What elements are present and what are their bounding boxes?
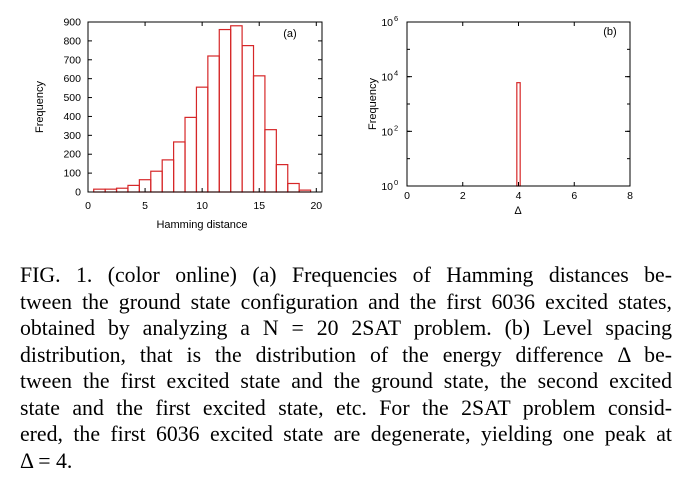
y-tick-label: 200 [63, 149, 81, 161]
y-tick-exponent: 6 [394, 14, 398, 23]
y-tick-label: 400 [63, 111, 81, 123]
caption-line: FIG. 1. (color online) (a) Frequencies o… [20, 263, 672, 287]
histogram-bar [218, 28, 232, 193]
caption-line: distribution, that is the distribution o… [20, 342, 672, 367]
caption-line: state and the first excited state, etc. … [20, 395, 672, 420]
histogram-bar [150, 170, 163, 193]
x-tick-label: 6 [571, 190, 577, 202]
y-tick-label: 700 [63, 54, 81, 66]
spacing-bar [516, 82, 521, 187]
caption-line: Δ = 4. [20, 448, 73, 473]
histogram-bar [207, 55, 220, 193]
y-tick-label: 300 [63, 130, 81, 142]
x-axis-label: Δ [514, 205, 522, 217]
y-tick-label: 500 [63, 92, 81, 104]
plot-frame [406, 21, 631, 187]
x-tick-label: 4 [516, 190, 522, 202]
caption-line: tween the ground state configuration and… [20, 289, 672, 314]
caption-line: ered, the first 6036 excited state are d… [20, 422, 672, 446]
y-tick-label: 10 [381, 181, 393, 193]
y-tick-label: 900 [63, 17, 81, 29]
y-axis-label: Frequency [34, 81, 46, 133]
y-tick-label: 10 [381, 126, 393, 138]
histogram-bar [230, 25, 243, 193]
plot-frame [87, 21, 323, 193]
x-axis-label: Hamming distance [156, 219, 247, 231]
y-tick-label: 800 [63, 35, 81, 47]
y-tick-exponent: 2 [394, 123, 398, 132]
y-tick-label: 0 [75, 187, 81, 199]
histogram-bar [195, 86, 209, 193]
x-tick-label: 0 [404, 190, 410, 202]
histogram-bar [287, 182, 300, 193]
y-tick-label: 100 [63, 168, 81, 180]
caption-line: obtained by analyzing a N = 20 2SAT prob… [20, 316, 672, 340]
histogram-bar [127, 184, 140, 193]
histogram-bar [173, 141, 186, 193]
y-tick-exponent: 0 [394, 178, 398, 187]
histogram-bar [184, 116, 198, 193]
x-tick-label: 8 [627, 190, 633, 202]
y-tick-label: 10 [381, 72, 393, 84]
x-tick-label: 15 [253, 200, 265, 212]
histogram-bar [275, 164, 289, 193]
histogram-bar [252, 75, 266, 193]
histogram-bar [264, 129, 277, 193]
x-tick-label: 5 [142, 200, 148, 212]
histogram-bar [115, 187, 129, 193]
panel-label: (a) [283, 28, 296, 40]
histogram-bar [241, 45, 255, 193]
x-tick-label: 20 [310, 200, 322, 212]
y-axis-label: Frequency [367, 78, 379, 130]
x-tick-label: 2 [460, 190, 466, 202]
histogram-bar [161, 159, 175, 193]
y-tick-label: 600 [63, 73, 81, 85]
figure-caption: FIG. 1. (color online) (a) Frequencies o… [20, 262, 672, 474]
x-tick-label: 0 [85, 200, 91, 212]
y-tick-exponent: 4 [394, 69, 398, 78]
caption-line: tween the first excited state and the gr… [20, 369, 672, 393]
y-tick-label: 10 [381, 17, 393, 29]
panel-a-histogram: 0 100 200 300 400 500 600 700 800 900 0 5 10 15 20 Hamm… [34, 17, 323, 231]
x-tick-label: 10 [196, 200, 208, 212]
panel-label: (b) [603, 26, 616, 38]
